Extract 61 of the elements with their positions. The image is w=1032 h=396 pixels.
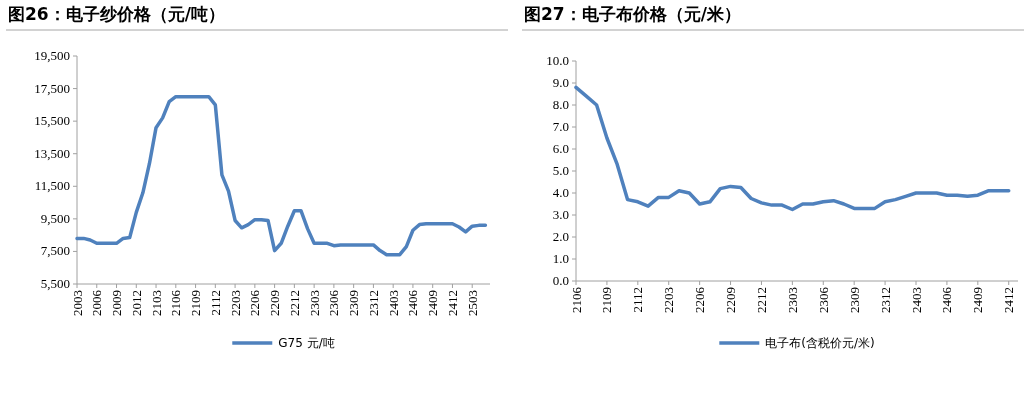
- x-tick-label: 2212: [753, 287, 769, 313]
- y-tick-label: 9.0: [552, 75, 569, 90]
- y-tick-label: 7.0: [552, 119, 569, 134]
- chart-title: 图26：电子纱价格（元/吨）: [8, 4, 225, 24]
- x-tick-label: 2503: [464, 290, 480, 316]
- x-tick-label: 2312: [877, 287, 893, 313]
- legend-label: G75 元/吨: [278, 336, 335, 350]
- x-tick-label: 2409: [425, 290, 441, 316]
- y-tick-label: 17,500: [34, 80, 70, 96]
- x-tick-label: 2003: [69, 290, 85, 316]
- x-tick-label: 2106: [568, 286, 584, 313]
- x-tick-label: 2206: [692, 286, 708, 313]
- y-tick-label: 15,500: [34, 113, 70, 129]
- y-tick-label: 6.0: [552, 141, 569, 156]
- x-tick-label: 2309: [346, 290, 362, 316]
- x-tick-label: 2309: [846, 287, 862, 313]
- x-tick-label: 2212: [286, 290, 302, 316]
- x-tick-label: 2306: [326, 289, 342, 316]
- x-tick-label: 2403: [385, 290, 401, 316]
- x-tick-label: 2109: [599, 287, 615, 313]
- y-tick-label: 1.0: [552, 251, 569, 266]
- x-tick-label: 2303: [784, 287, 800, 313]
- x-tick-label: 2209: [723, 287, 739, 313]
- x-tick-label: 2203: [227, 290, 243, 316]
- x-tick-label: 2206: [247, 289, 263, 316]
- x-tick-label: 2403: [908, 287, 924, 313]
- x-tick-label: 2409: [970, 287, 986, 313]
- x-tick-label: 2406: [405, 289, 421, 316]
- x-tick-label: 2106: [168, 289, 184, 316]
- x-tick-label: 2203: [661, 287, 677, 313]
- y-tick-label: 0.0: [552, 273, 569, 288]
- x-tick-label: 2009: [109, 290, 125, 316]
- x-tick-label: 2412: [1001, 287, 1017, 313]
- x-tick-label: 2303: [306, 290, 322, 316]
- line-series: [574, 85, 1011, 212]
- y-tick-label: 2.0: [552, 229, 569, 244]
- x-tick-label: 2312: [365, 290, 381, 316]
- x-tick-label: 2006: [89, 289, 105, 316]
- x-tick-label: 2209: [267, 290, 283, 316]
- y-tick-label: 5,500: [40, 276, 70, 291]
- y-tick-label: 19,500: [34, 48, 70, 63]
- line-series: [75, 94, 488, 257]
- legend-label: 电子布(含税价元/米): [765, 336, 875, 350]
- y-tick-label: 11,500: [34, 178, 70, 194]
- chart-title: 图27：电子布价格（元/米）: [524, 4, 741, 24]
- x-tick-label: 2112: [207, 290, 223, 316]
- x-tick-label: 2103: [148, 290, 164, 316]
- y-tick-label: 10.0: [546, 53, 569, 68]
- x-tick-label: 2306: [815, 286, 831, 313]
- y-tick-label: 4.0: [552, 185, 569, 200]
- y-tick-label: 3.0: [552, 207, 569, 222]
- x-tick-label: 2412: [444, 290, 460, 316]
- y-tick-label: 9,500: [40, 210, 70, 226]
- y-tick-label: 13,500: [34, 145, 70, 161]
- y-tick-label: 8.0: [552, 97, 569, 112]
- x-tick-label: 2112: [630, 287, 646, 313]
- y-tick-label: 7,500: [40, 243, 70, 259]
- y-tick-label: 5.0: [552, 163, 569, 178]
- x-tick-label: 2012: [128, 290, 144, 316]
- x-tick-label: 2406: [939, 286, 955, 313]
- x-tick-label: 2109: [188, 290, 204, 316]
